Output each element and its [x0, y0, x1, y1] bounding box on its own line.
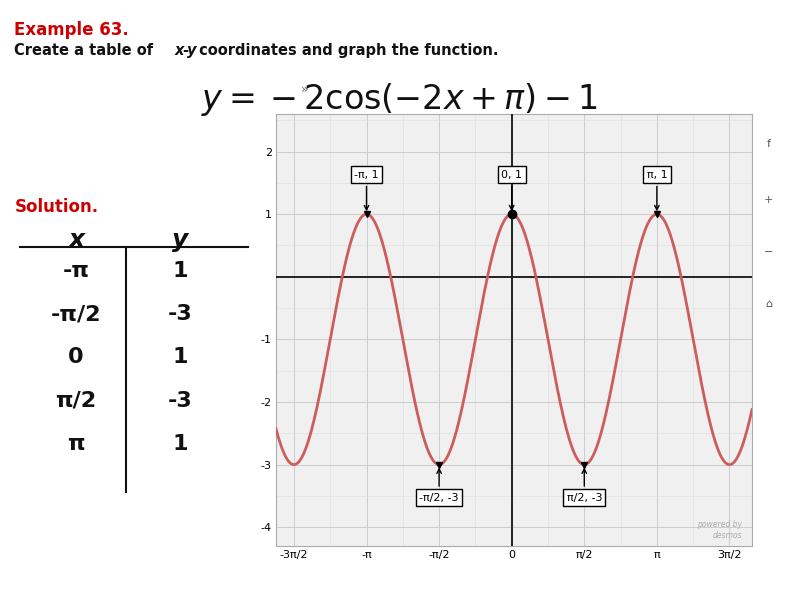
- Text: y: y: [172, 228, 188, 252]
- Text: -π/2, -3: -π/2, -3: [419, 469, 459, 503]
- Text: powered by
desmos: powered by desmos: [698, 520, 742, 539]
- Text: π: π: [67, 434, 85, 454]
- Text: y: y: [187, 43, 197, 58]
- Text: π/2, -3: π/2, -3: [566, 469, 602, 503]
- Text: 1: 1: [172, 261, 188, 281]
- Text: +: +: [764, 196, 774, 205]
- Text: Solution.: Solution.: [14, 198, 98, 216]
- Text: Create a table of: Create a table of: [14, 43, 158, 58]
- Text: 0, 1: 0, 1: [501, 170, 522, 210]
- Text: −: −: [764, 247, 774, 257]
- Text: π, 1: π, 1: [646, 170, 667, 210]
- Text: ⌂: ⌂: [766, 299, 772, 309]
- Text: 1: 1: [172, 434, 188, 454]
- Text: 0: 0: [68, 347, 84, 367]
- Text: 1: 1: [172, 347, 188, 367]
- Text: -3: -3: [168, 391, 192, 410]
- Text: x: x: [175, 43, 184, 58]
- Text: -: -: [182, 43, 189, 58]
- Text: Example 63.: Example 63.: [14, 21, 129, 39]
- Text: -π/2: -π/2: [50, 304, 102, 324]
- Text: -3: -3: [168, 304, 192, 324]
- Text: »: »: [301, 83, 308, 96]
- Text: $\mathit{y} = -2\cos(-2\mathit{x}+\pi)-1$: $\mathit{y} = -2\cos(-2\mathit{x}+\pi)-1…: [202, 81, 598, 118]
- Text: f: f: [766, 139, 770, 149]
- Text: -π: -π: [62, 261, 90, 281]
- Text: -π, 1: -π, 1: [354, 170, 379, 210]
- Text: coordinates and graph the function.: coordinates and graph the function.: [194, 43, 499, 58]
- Text: π/2: π/2: [55, 391, 97, 410]
- Text: x: x: [68, 228, 84, 252]
